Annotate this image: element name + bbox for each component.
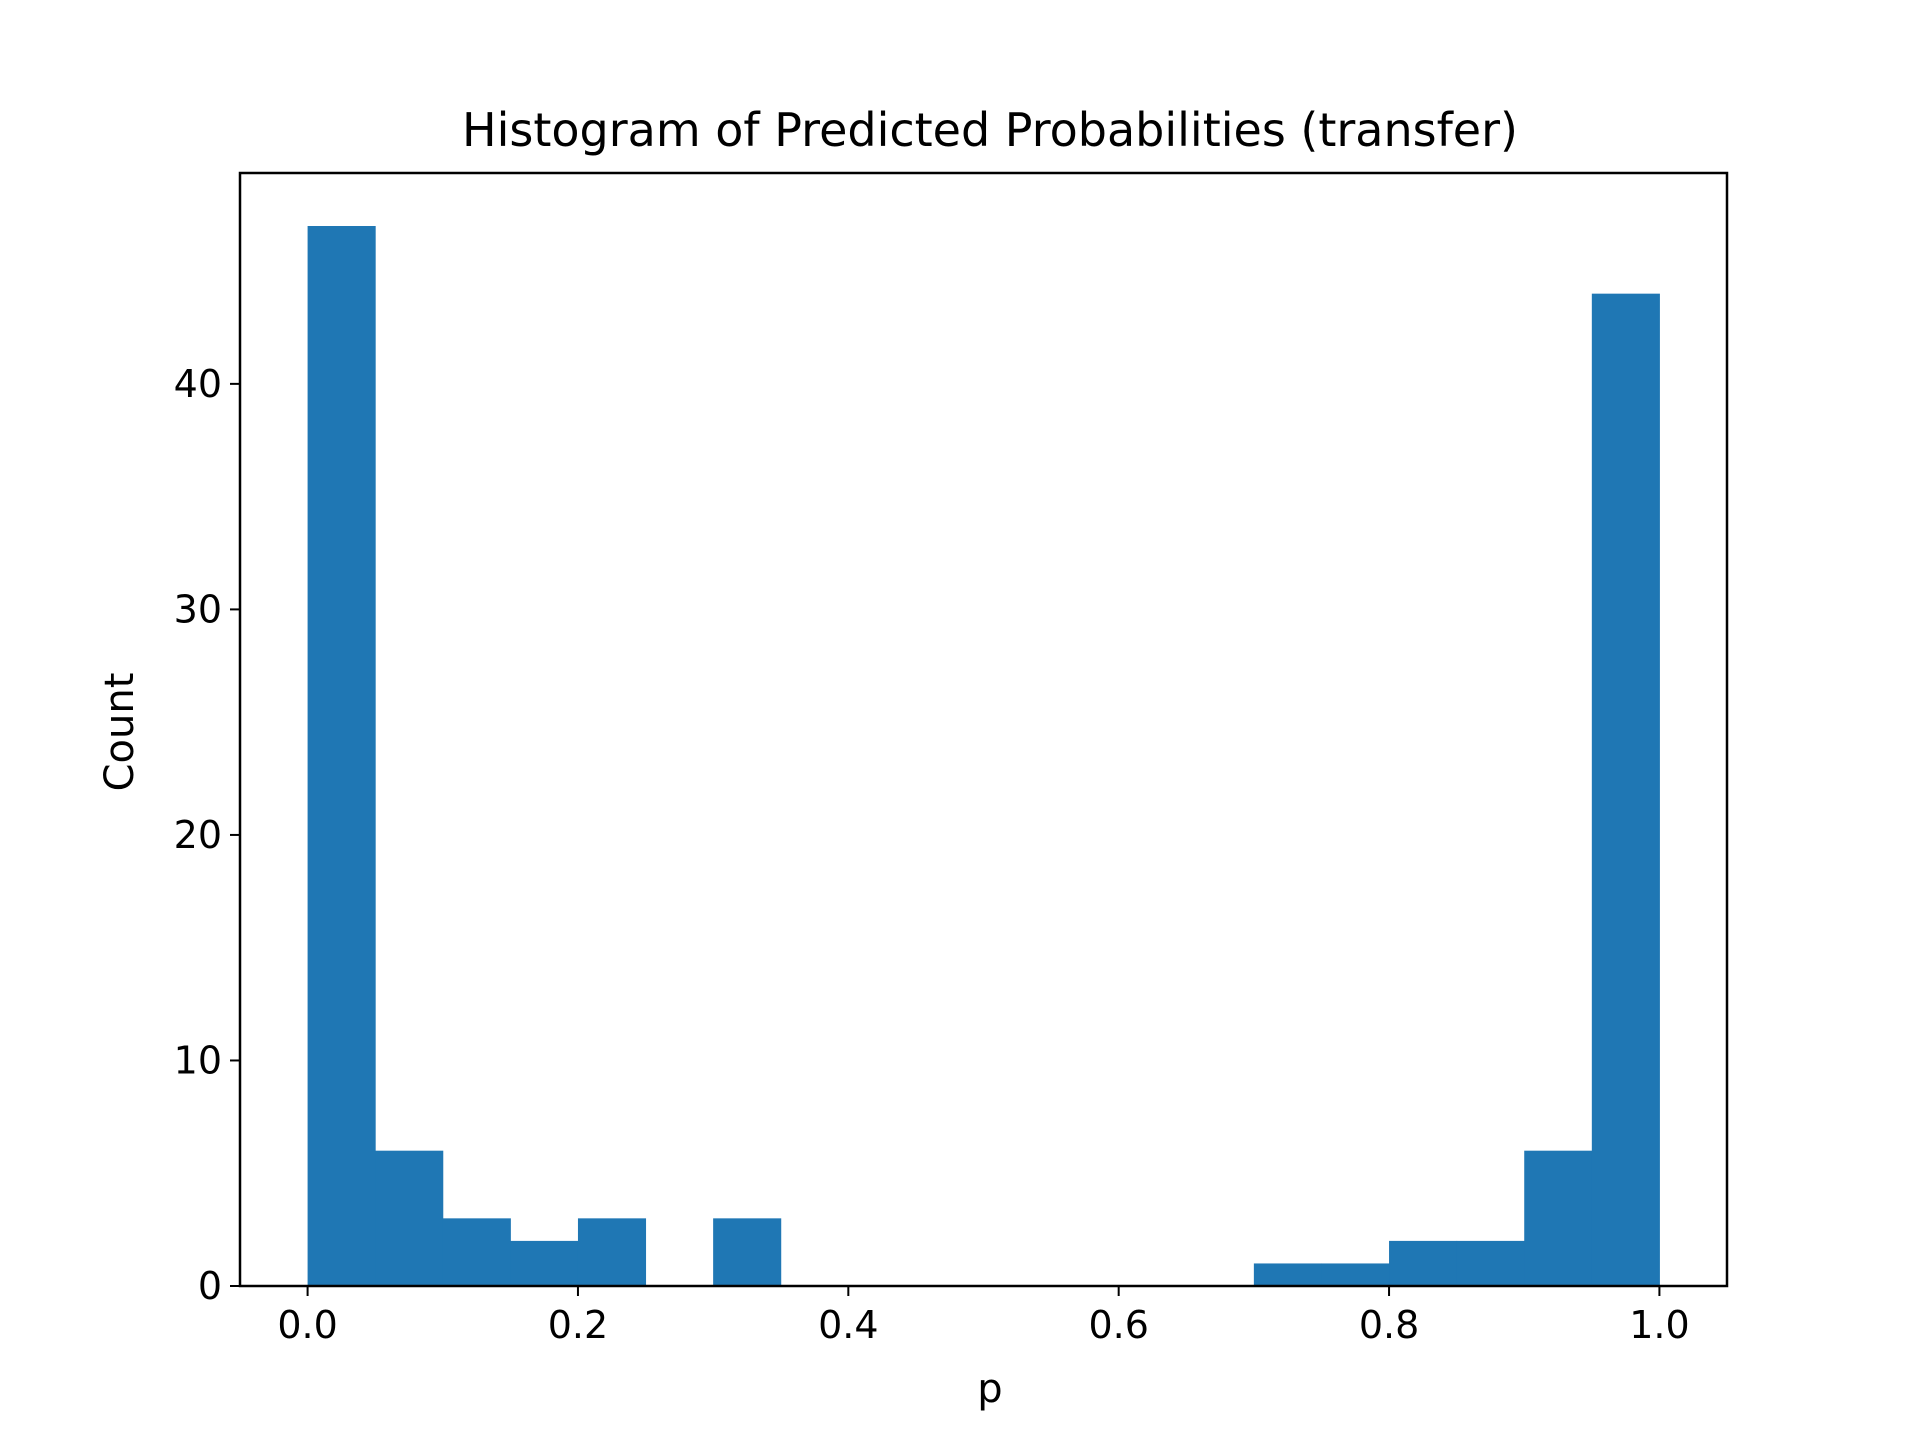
histogram-bar bbox=[1253, 1263, 1322, 1286]
histogram-bar bbox=[1456, 1240, 1525, 1286]
histogram-bar bbox=[713, 1218, 782, 1286]
x-axis-ticks: 0.0 0.2 0.4 0.6 0.8 1.0 bbox=[277, 1286, 1690, 1347]
histogram-bar bbox=[577, 1218, 647, 1286]
histogram-bar bbox=[1524, 1150, 1593, 1286]
y-tick-label: 0 bbox=[198, 1264, 222, 1308]
x-tick-label: 0.6 bbox=[1088, 1303, 1148, 1347]
histogram-bar bbox=[1321, 1263, 1390, 1286]
y-tick-label: 10 bbox=[174, 1038, 222, 1082]
bars-group bbox=[307, 226, 1660, 1287]
histogram-bar bbox=[442, 1218, 511, 1286]
histogram-bar bbox=[1389, 1240, 1458, 1286]
y-tick-label: 40 bbox=[174, 362, 222, 406]
x-tick-label: 0.0 bbox=[277, 1303, 337, 1347]
y-tick-label: 20 bbox=[174, 813, 222, 857]
histogram-bar bbox=[1591, 293, 1660, 1287]
chart-title: Histogram of Predicted Probabilities (tr… bbox=[462, 103, 1518, 157]
histogram-bar bbox=[510, 1240, 579, 1286]
x-tick-label: 0.2 bbox=[548, 1303, 608, 1347]
y-axis-label: Count bbox=[97, 673, 143, 792]
x-tick-label: 1.0 bbox=[1629, 1303, 1689, 1347]
y-tick-label: 30 bbox=[174, 587, 222, 631]
x-tick-label: 0.4 bbox=[818, 1303, 878, 1347]
y-axis-ticks: 0 10 20 30 40 bbox=[174, 362, 240, 1308]
x-tick-label: 0.8 bbox=[1359, 1303, 1419, 1347]
histogram-bar bbox=[375, 1150, 444, 1286]
plot-frame bbox=[238, 171, 1729, 1288]
x-axis-label: p bbox=[977, 1366, 1002, 1412]
histogram-bar bbox=[307, 226, 376, 1286]
